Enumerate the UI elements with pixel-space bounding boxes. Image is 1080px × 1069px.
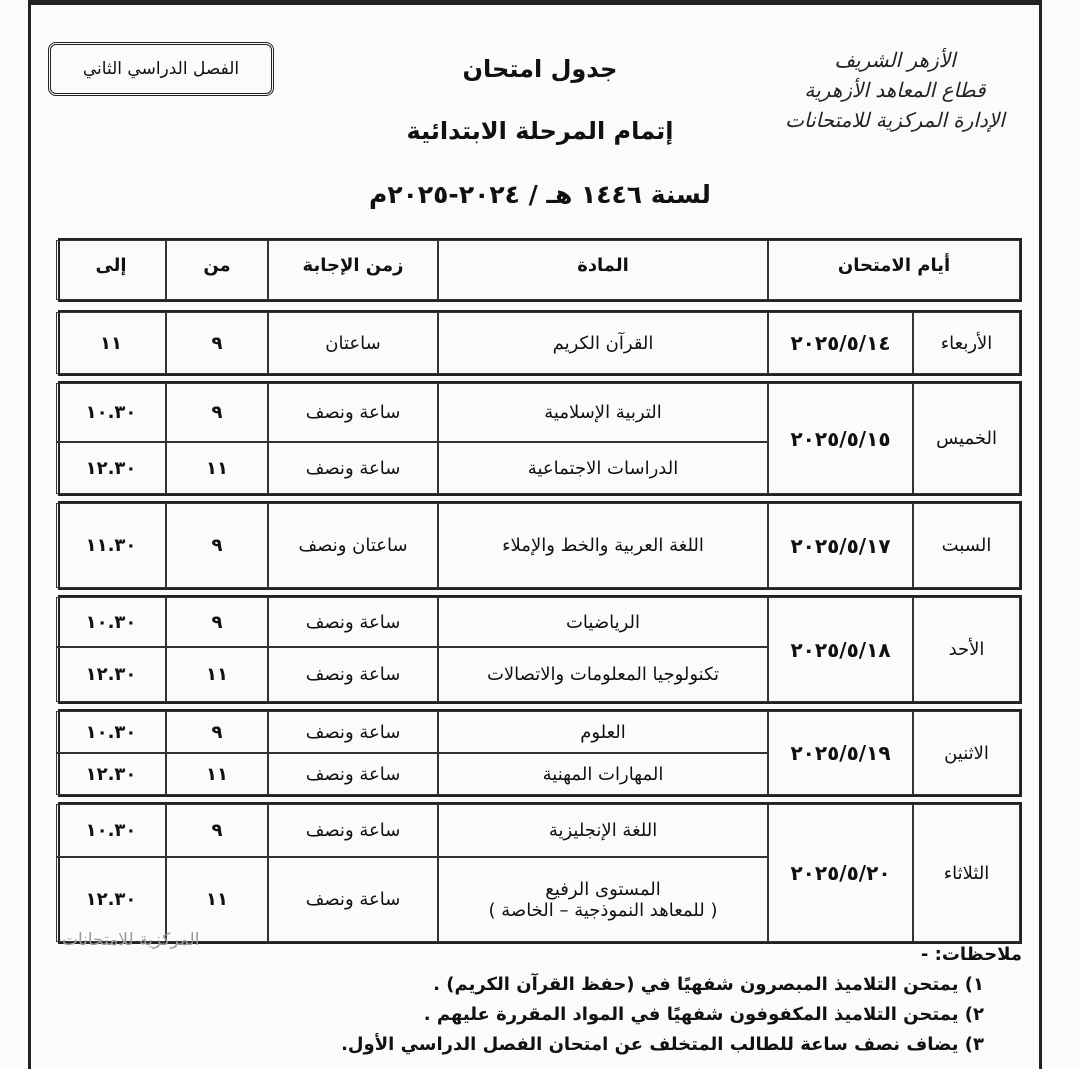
- note-item: ٢) يمتحن التلاميذ المكفوفون شفهيًا في ال…: [423, 1004, 984, 1025]
- day-group: الأربعاء ٢٠٢٥/٥/١٤ القرآن الكريم ساعتان ٩ ١١: [56, 310, 1022, 376]
- exam-day: الاثنين: [913, 711, 1020, 795]
- start-time: ٩: [166, 597, 268, 647]
- end-time: ١٠.٣٠: [56, 804, 166, 857]
- end-time: ١٢.٣٠: [56, 442, 166, 494]
- end-time: ١٠.٣٠: [56, 383, 166, 442]
- end-time: ١٢.٣٠: [56, 857, 166, 942]
- exam-date: ٢٠٢٥/٥/٢٠: [768, 804, 913, 942]
- duration: ساعة ونصف: [268, 383, 438, 442]
- end-time: ١٢.٣٠: [56, 647, 166, 702]
- duration: ساعتان ونصف: [268, 503, 438, 588]
- end-time: ١١.٣٠: [56, 503, 166, 588]
- exam-day: الخميس: [913, 383, 1020, 494]
- day-group: الخميس ٢٠٢٥/٥/١٥ التربية الإسلامية ساعة ونص…: [56, 381, 1022, 496]
- start-time: ٩: [166, 312, 268, 374]
- start-time: ٩: [166, 711, 268, 753]
- exam-day: الأحد: [913, 597, 1020, 702]
- logo-line: قطاع المعاهد الأزهرية: [804, 78, 986, 102]
- subject: الدراسات الاجتماعية: [438, 442, 768, 494]
- duration: ساعة ونصف: [268, 711, 438, 753]
- start-time: ٩: [166, 383, 268, 442]
- start-time: ١١: [166, 647, 268, 702]
- al-azhar-logo: الأزهر الشريف قطاع المعاهد الأزهرية الإد…: [770, 45, 1020, 135]
- subject: المهارات المهنية: [438, 753, 768, 795]
- day-group: الاثنين ٢٠٢٥/٥/١٩ العلوم ساعة ونصف ٩ ١٠.٣٠ الم…: [56, 709, 1022, 797]
- duration: ساعة ونصف: [268, 442, 438, 494]
- start-time: ٩: [166, 804, 268, 857]
- duration: ساعة ونصف: [268, 753, 438, 795]
- exam-day: الأربعاء: [913, 312, 1020, 374]
- header-duration: زمن الإجابة: [268, 240, 438, 300]
- end-time: ١٠.٣٠: [56, 597, 166, 647]
- term-box: الفصل الدراسي الثاني: [48, 42, 274, 96]
- subject-note: ( للمعاهد النموذجية – الخاصة ): [488, 899, 718, 921]
- start-time: ١١: [166, 442, 268, 494]
- subject: تكنولوجيا المعلومات والاتصالات: [438, 647, 768, 702]
- logo-line: الأزهر الشريف: [834, 48, 956, 72]
- duration: ساعة ونصف: [268, 804, 438, 857]
- academic-year: لسنة ١٤٤٦ هـ / ٢٠٢٤-٢٠٢٥م: [369, 180, 711, 209]
- exam-date: ٢٠٢٥/٥/١٩: [768, 711, 913, 795]
- note-item: ٣) يضاف نصف ساعة للطالب المتخلف عن امتحا…: [341, 1034, 984, 1055]
- subject: اللغة الإنجليزية: [438, 804, 768, 857]
- duration: ساعتان: [268, 312, 438, 374]
- duration: ساعة ونصف: [268, 647, 438, 702]
- header-from: من: [166, 240, 268, 300]
- exam-date: ٢٠٢٥/٥/١٨: [768, 597, 913, 702]
- day-group: الثلاثاء ٢٠٢٥/٥/٢٠ اللغة الإنجليزية ساعة ون…: [56, 802, 1022, 944]
- subject: المستوى الرفيع( للمعاهد النموذجية – الخا…: [438, 857, 768, 942]
- page-subtitle: إتمام المرحلة الابتدائية: [406, 117, 674, 145]
- header-day: أيام الامتحان: [768, 240, 1020, 300]
- exam-day: السبت: [913, 503, 1020, 588]
- exam-date: ٢٠٢٥/٥/١٧: [768, 503, 913, 588]
- subject-name: المستوى الرفيع: [545, 878, 661, 900]
- end-time: ١٢.٣٠: [56, 753, 166, 795]
- subject: القرآن الكريم: [438, 312, 768, 374]
- exam-day: الثلاثاء: [913, 804, 1020, 942]
- start-time: ١١: [166, 753, 268, 795]
- duration: ساعة ونصف: [268, 597, 438, 647]
- day-group: الأحد ٢٠٢٥/٥/١٨ الرياضيات ساعة ونصف ٩ ١٠.٣٠ تك…: [56, 595, 1022, 704]
- subject: الرياضيات: [438, 597, 768, 647]
- end-time: ١١: [56, 312, 166, 374]
- notes: ملاحظات: - ١) يمتحن التلاميذ المبصرون شف…: [122, 940, 1022, 1060]
- notes-heading: ملاحظات: -: [920, 944, 1022, 965]
- start-time: ١١: [166, 857, 268, 942]
- duration: ساعة ونصف: [268, 857, 438, 942]
- exam-date: ٢٠٢٥/٥/١٥: [768, 383, 913, 494]
- subject: اللغة العربية والخط والإملاء: [438, 503, 768, 588]
- exam-date: ٢٠٢٥/٥/١٤: [768, 312, 913, 374]
- start-time: ٩: [166, 503, 268, 588]
- subject: التربية الإسلامية: [438, 383, 768, 442]
- subject: العلوم: [438, 711, 768, 753]
- schedule-table: أيام الامتحان المادة زمن الإجابة من إلى …: [56, 238, 1022, 949]
- logo-line: الإدارة المركزية للامتحانات: [785, 108, 1005, 132]
- end-time: ١٠.٣٠: [56, 711, 166, 753]
- table-header: أيام الامتحان المادة زمن الإجابة من إلى: [56, 238, 1022, 302]
- header-to: إلى: [56, 240, 166, 300]
- page-title: جدول امتحان: [462, 55, 618, 83]
- stamp-text: المركزية للامتحانات: [62, 930, 200, 950]
- day-group: السبت ٢٠٢٥/٥/١٧ اللغة العربية والخط والإمل…: [56, 501, 1022, 590]
- page-frame: [28, 0, 1042, 1069]
- note-item: ١) يمتحن التلاميذ المبصرون شفهيًا في (حف…: [433, 974, 984, 995]
- header-subject: المادة: [438, 240, 768, 300]
